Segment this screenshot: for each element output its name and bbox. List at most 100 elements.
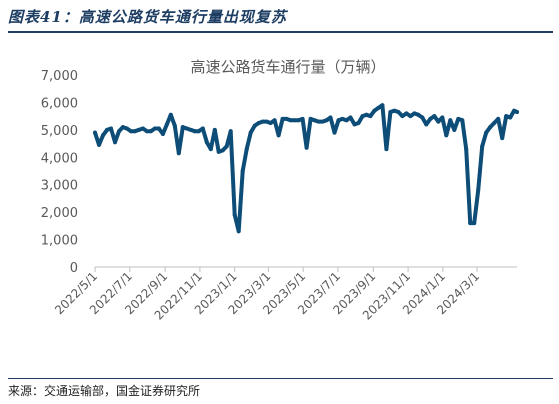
data-point (404, 111, 409, 116)
data-point (376, 105, 381, 110)
data-point (460, 118, 465, 123)
figure-title: 图表41：高速公路货车通行量出现复苏 (8, 8, 287, 26)
data-point (368, 114, 373, 119)
data-point (308, 116, 313, 121)
data-point (296, 118, 301, 123)
data-point (172, 123, 177, 128)
data-point (101, 133, 105, 138)
data-point (168, 112, 173, 117)
y-tick-label: 4,000 (41, 151, 78, 166)
chart-title: 高速公路货车通行量（万辆） (190, 58, 385, 76)
data-points (93, 103, 519, 234)
data-point (256, 121, 261, 125)
data-point (216, 149, 221, 154)
data-point (484, 130, 489, 135)
data-point (432, 114, 437, 119)
data-point (316, 119, 321, 124)
data-point (412, 111, 417, 116)
data-point (220, 148, 225, 153)
data-point (105, 127, 109, 132)
data-point (452, 127, 457, 132)
data-point (120, 125, 125, 130)
data-point (476, 188, 481, 193)
data-point (128, 129, 133, 134)
data-point (380, 103, 385, 108)
data-point (204, 140, 209, 145)
data-point (440, 115, 445, 120)
data-point (160, 132, 165, 136)
data-point (320, 119, 325, 124)
data-point (464, 147, 469, 152)
data-point (436, 119, 441, 124)
data-point (420, 115, 425, 120)
data-point (480, 144, 485, 149)
data-point (212, 127, 217, 132)
data-point (336, 118, 341, 123)
data-point (280, 116, 285, 121)
data-point (244, 147, 249, 152)
data-point (184, 126, 189, 131)
data-point (292, 118, 297, 123)
y-tick-label: 1,000 (41, 234, 78, 249)
data-point (356, 121, 361, 125)
data-point (312, 118, 317, 123)
data-point (228, 129, 233, 134)
data-point (340, 116, 345, 121)
data-point (352, 122, 357, 127)
y-tick-label: 5,000 (41, 124, 78, 139)
data-point (388, 110, 393, 114)
source-divider (8, 378, 553, 379)
data-point (488, 125, 493, 130)
data-point (192, 129, 197, 134)
data-point (140, 126, 145, 131)
data-point (113, 140, 117, 145)
data-point (500, 136, 505, 141)
data-point (416, 112, 421, 117)
data-point (472, 221, 477, 226)
data-point (252, 123, 257, 128)
data-point (332, 130, 337, 135)
data-point (392, 108, 397, 113)
data-point (248, 130, 253, 135)
data-point (240, 169, 245, 173)
data-point (288, 118, 293, 123)
data-point (93, 130, 97, 135)
y-tick-label: 7,000 (41, 69, 78, 84)
data-point (136, 127, 141, 132)
data-point (300, 116, 305, 121)
data-point (132, 129, 137, 134)
data-point (97, 142, 101, 147)
x-axis: 2022/5/12022/7/12022/9/12022/11/12023/1/… (52, 267, 482, 323)
data-point (372, 108, 377, 113)
data-point (156, 126, 161, 131)
data-point (396, 110, 401, 114)
title-divider (8, 31, 553, 33)
y-tick-label: 0 (70, 261, 78, 276)
data-point (468, 221, 473, 226)
data-point (236, 229, 241, 234)
data-point (152, 126, 157, 131)
line-chart: 高速公路货车通行量（万辆） 0 1,000 2,000 3,000 4,000 5,000… (41, 58, 519, 323)
data-point (124, 126, 129, 131)
y-tick-label: 6,000 (41, 96, 78, 111)
y-tick-label: 2,000 (41, 206, 78, 221)
data-point (348, 115, 353, 120)
data-point (400, 114, 405, 119)
data-point (408, 114, 413, 119)
data-point (324, 118, 329, 123)
data-point (224, 144, 229, 149)
data-point (117, 129, 121, 134)
data-point (144, 129, 149, 134)
y-axis: 0 1,000 2,000 3,000 4,000 5,000 6,000 7,000 (41, 69, 78, 276)
data-point (428, 116, 433, 121)
data-point (268, 121, 273, 125)
data-point (304, 145, 309, 150)
data-point (444, 133, 449, 138)
source-note: 来源：交通运输部，国金证券研究所 (8, 384, 201, 398)
data-point (284, 116, 289, 121)
data-point (180, 125, 185, 130)
data-point (148, 129, 153, 134)
data-point (515, 110, 519, 114)
data-point (384, 147, 389, 152)
data-point (276, 133, 281, 138)
